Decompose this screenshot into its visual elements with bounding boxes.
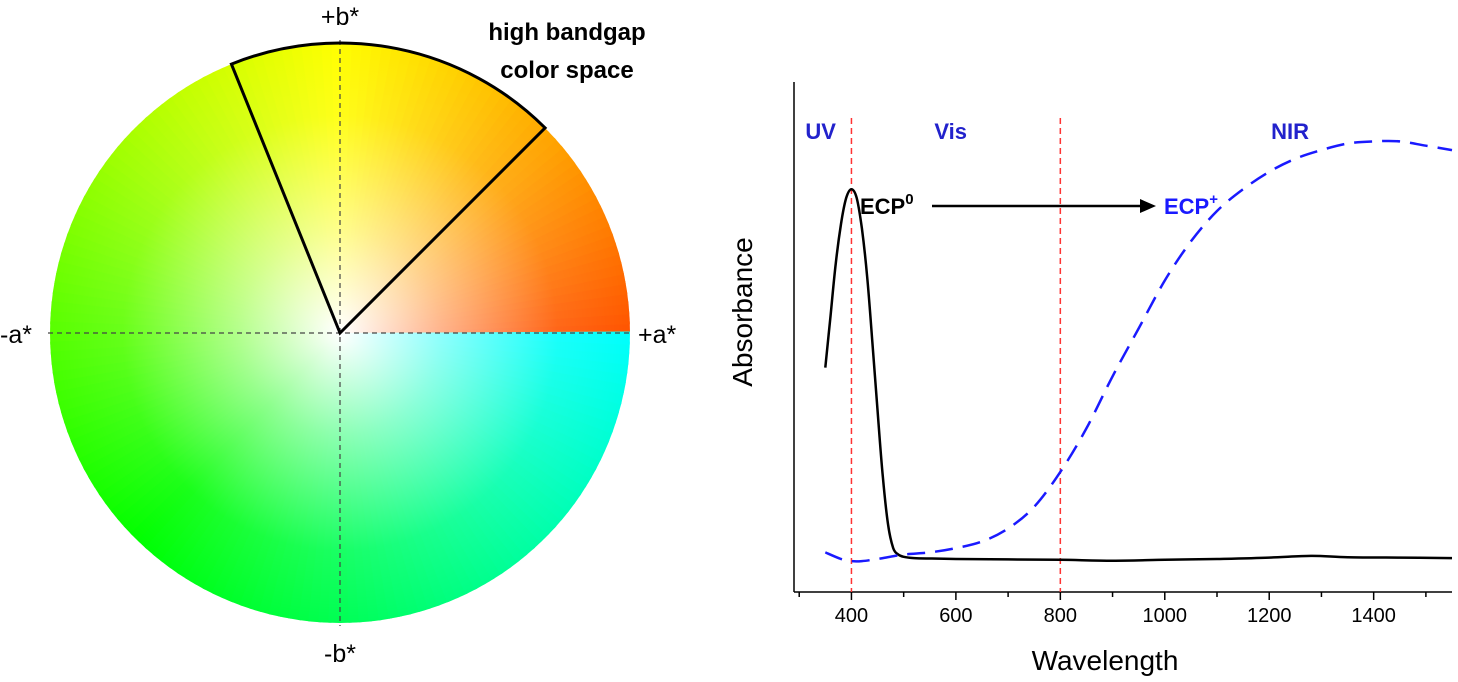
x-tick-label: 1400 [1351,605,1396,627]
oxidation-arrow-head [1140,199,1156,213]
high-bandgap-label-line1: high bandgap [488,19,645,46]
ecp0-text: ECP [860,194,905,219]
x-tick-label: 800 [1044,605,1077,627]
ecp-plus-text: ECP [1164,194,1209,219]
x-tick-label: 400 [835,605,868,627]
region-boundaries [850,118,1062,592]
minus-a-label: -a* [0,321,32,349]
x-tick-label: 1000 [1143,605,1188,627]
plus-a-label: +a* [638,321,677,349]
color-wheel-panel: +b* -b* -a* +a* high bandgap color space [0,3,677,668]
absorbance-chart-panel: 400 600 800 1000 1200 1400 UV Vis NIR ECP0 ECP+… [727,82,1453,676]
region-label-vis: Vis [934,119,967,144]
region-label-uv: UV [805,119,836,144]
ecp0-superscript: 0 [905,191,913,208]
x-axis-title: Wavelength [1032,645,1179,676]
high-bandgap-sector-outline [229,41,548,336]
x-tick-label: 1200 [1247,605,1292,627]
high-bandgap-label-line2: color space [500,57,633,84]
ecp0-annotation: ECP0 [860,191,914,219]
ecp0-absorbance-line [824,187,1453,562]
x-tick-label: 600 [939,605,972,627]
ecp-plus-absorbance-line [824,139,1453,563]
ecp-plus-annotation: ECP+ [1164,191,1218,219]
ecp-plus-superscript: + [1209,191,1218,208]
y-axis-title: Absorbance [727,237,758,386]
x-axis-ticks: 400 600 800 1000 1200 1400 [798,592,1427,627]
region-label-nir: NIR [1271,119,1309,144]
minus-b-label: -b* [324,640,356,668]
region-labels: UV Vis NIR [805,119,1309,144]
plus-b-label: +b* [321,3,360,31]
